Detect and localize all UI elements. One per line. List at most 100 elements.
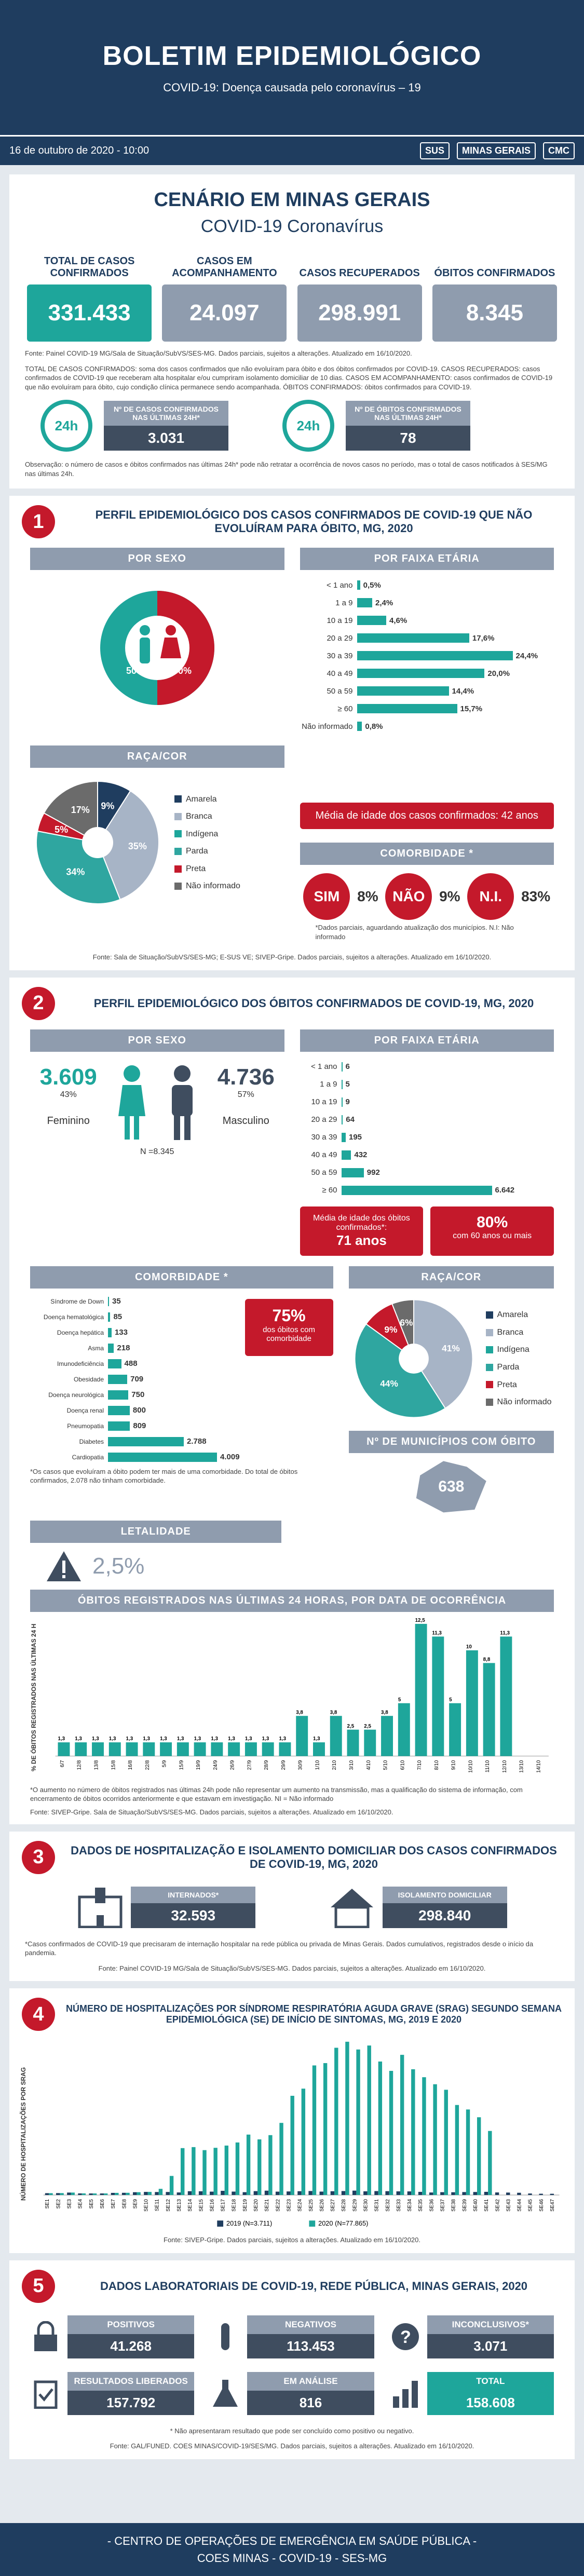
bar-category-label: Asma: [88, 1344, 104, 1352]
bar-value-label: 2,4%: [375, 598, 393, 607]
bar: [517, 2192, 521, 2195]
positive-label: POSITIVOS: [67, 2315, 195, 2334]
new-deaths-label: Nº DE ÓBITOS CONFIRMADOS NAS ÚLTIMAS 24H…: [346, 401, 470, 426]
legend-label: Indígena: [186, 829, 219, 838]
legend-swatch: [485, 1311, 493, 1319]
bar-value-label: 1,3: [211, 1736, 219, 1742]
bar: [319, 2191, 323, 2195]
legend-swatch: [485, 1346, 493, 1354]
new-cases-box: Nº DE CASOS CONFIRMADOS NAS ÚLTIMAS 24H*…: [104, 401, 228, 451]
deaths-24h-ylabel: % DE ÓBITOS REGISTRADOS NAS ÚLTIMAS 24 H: [30, 1623, 37, 1772]
kpi-total-cases: TOTAL DE CASOS CONFIRMADOS 331.433: [27, 250, 152, 342]
bar: [143, 1742, 155, 1756]
x-tick-label: SE10: [143, 2199, 149, 2212]
bar: [202, 2150, 207, 2195]
ni-badge: N.I.: [467, 873, 514, 920]
s4-source: Fonte: SIVEP-Gripe. Dados parciais, suje…: [164, 2236, 420, 2244]
bar-category-label: ≥ 60: [322, 1186, 337, 1195]
bar: [286, 2191, 291, 2195]
home-isolation-value: 298.840: [382, 1903, 507, 1928]
s2-age-chart: < 1 ano 6 1 a 9 5 10 a 19 9 20 a 29 64 30 a 39 19…: [300, 1058, 554, 1199]
legend-label: Não informado: [497, 1398, 552, 1407]
x-tick-label: SE31: [374, 2199, 379, 2212]
bar-value-label: 1,3: [92, 1736, 99, 1742]
bar: [483, 1663, 495, 1756]
s2-sex-title: POR SEXO: [30, 1029, 284, 1052]
legend-label: Parda: [186, 847, 208, 856]
x-tick-label: SE15: [198, 2199, 204, 2212]
bar-category-label: 10 a 19: [327, 616, 353, 625]
bar: [213, 2148, 218, 2195]
legend-label: Indígena: [497, 1345, 529, 1354]
pie-slice-label: 34%: [66, 867, 85, 877]
bar: [357, 669, 485, 679]
x-tick-label: SE29: [352, 2199, 358, 2212]
bar: [357, 633, 469, 643]
bar: [143, 2192, 148, 2195]
legend-item: Branca: [485, 1324, 552, 1341]
section-number: 2: [22, 986, 55, 1020]
bar: [92, 2193, 97, 2195]
bar: [108, 1327, 112, 1337]
bar: [301, 2089, 305, 2195]
s1-sex-title: POR SEXO: [30, 548, 284, 571]
section-number: 4: [22, 1998, 55, 2031]
bar: [385, 2191, 389, 2195]
inconclusive-label: INCONCLUSIVOS*: [427, 2315, 554, 2334]
bar: [108, 1452, 217, 1462]
bar: [71, 2192, 75, 2195]
x-tick-label: SE36: [429, 2199, 434, 2212]
new-deaths-box: Nº DE ÓBITOS CONFIRMADOS NAS ÚLTIMAS 24H…: [346, 401, 470, 451]
legend-swatch: [174, 848, 182, 856]
bar: [108, 1374, 128, 1384]
scenario-subtitle: COVID-19 Coronavírus: [200, 216, 384, 236]
female-label: Feminino: [47, 1115, 90, 1127]
bar-value-label: 4.009: [220, 1453, 240, 1462]
legend-swatch: [485, 1381, 493, 1389]
x-tick-label: 22/8: [145, 1760, 151, 1770]
bar: [506, 2192, 510, 2195]
section-number: 3: [22, 1840, 55, 1874]
bar: [108, 1436, 184, 1446]
pie-slice-label: 44%: [380, 1378, 398, 1389]
test-tube-icon: [221, 2323, 230, 2351]
bar-row: 20 a 29 17,6%: [300, 629, 554, 647]
bar: [357, 722, 362, 731]
kpi-label: ÓBITOS CONFIRMADOS: [434, 267, 555, 279]
bar-category-label: Síndrome de Down: [50, 1297, 104, 1305]
bar-value-label: 3,8: [296, 1710, 304, 1715]
bar-value-label: 133: [114, 1328, 128, 1337]
bar-category-label: Cardiopatia: [72, 1453, 104, 1461]
bar-row: 10 a 19 9: [300, 1093, 554, 1111]
home-isolation-label: ISOLAMENTO DOMICILIAR: [382, 1886, 507, 1903]
s1-age-title: POR FAIXA ETÁRIA: [300, 548, 554, 571]
x-tick-label: SE37: [440, 2199, 445, 2212]
bar-value-label: 5: [345, 1080, 350, 1089]
section-5: 5 DADOS LABORATORIAIS DE COVID-19, REDE …: [9, 2260, 575, 2459]
bar-value-label: 35: [112, 1297, 121, 1306]
bar: [462, 2192, 466, 2195]
bar-row: Imunodeficiência 488: [30, 1356, 240, 1372]
x-tick-label: SE4: [77, 2199, 83, 2209]
x-tick-label: 5/9: [162, 1760, 168, 1767]
bar-value-label: 8,8: [483, 1657, 491, 1662]
svg-text:?: ?: [400, 2327, 411, 2347]
bar: [418, 2192, 422, 2195]
bar-value-label: 488: [124, 1359, 138, 1368]
kpi-value: 298.991: [297, 284, 422, 342]
kpi-deaths: ÓBITOS CONFIRMADOS 8.345: [432, 250, 557, 342]
kpi-label: CASOS RECUPERADOS: [299, 267, 420, 279]
x-tick-label: SE26: [319, 2199, 325, 2212]
legend-swatch: [174, 795, 182, 803]
lab-grid: POSITIVOS 41.268 NEGATIVOS 113.453 ? INCONC…: [9, 2307, 575, 2423]
legend-swatch: [485, 1363, 493, 1371]
bar: [59, 2193, 64, 2195]
bar-category-label: Imunodeficiência: [57, 1360, 104, 1367]
x-tick-label: SE13: [176, 2199, 182, 2212]
bar-row: 50 a 59 14,4%: [300, 682, 554, 700]
bar-value-label: 992: [366, 1168, 380, 1177]
bar-value-label: 195: [349, 1133, 362, 1142]
bar-chart-icon: [392, 2381, 418, 2408]
s1-grid: POR SEXO 50% 50% POR FAIXA ETÁRIA < 1 an…: [9, 543, 575, 740]
